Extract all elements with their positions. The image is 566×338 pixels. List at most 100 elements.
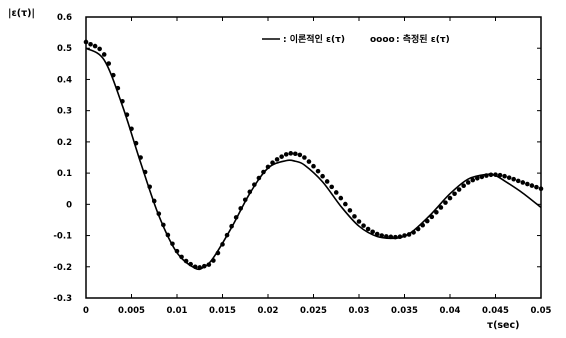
series-dot-measured	[506, 175, 512, 180]
series-dot-measured	[211, 258, 216, 263]
x-tick-label: 0.015	[209, 306, 236, 316]
y-tick-label: 0.3	[57, 107, 72, 117]
series-dot-measured	[415, 226, 421, 232]
series-dot-measured	[283, 152, 289, 157]
series-dot-measured	[352, 214, 357, 219]
series-dot-measured	[279, 154, 284, 159]
x-tick-label: 0	[83, 306, 89, 316]
series-dot-measured	[224, 232, 230, 238]
series-dot-measured	[497, 172, 503, 178]
y-tick-label: -0.1	[53, 232, 72, 242]
series-dot-measured	[242, 197, 248, 203]
series-dot-measured	[274, 157, 280, 162]
series-dot-measured	[365, 226, 371, 232]
series-dot-measured	[397, 234, 403, 239]
series-dot-measured	[179, 254, 184, 260]
x-tick-label: 0.04	[440, 306, 461, 316]
series-dot-measured	[379, 233, 385, 238]
series-dot-measured	[206, 262, 212, 267]
series-dot-measured	[142, 169, 148, 175]
x-tick-label: 0.025	[300, 306, 327, 316]
series-dot-measured	[411, 230, 416, 235]
series-dot-measured	[202, 263, 207, 269]
series-dot-measured	[270, 160, 275, 165]
series-dot-measured	[247, 189, 253, 195]
series-dot-measured	[111, 72, 116, 78]
series-dot-measured	[133, 140, 139, 146]
series-dot-measured	[197, 265, 203, 270]
series-dot-measured	[488, 172, 494, 178]
series-dot-measured	[170, 241, 175, 247]
series-dot-measured	[220, 242, 225, 247]
series-dot-measured	[192, 264, 198, 270]
series-dot-measured	[388, 234, 394, 240]
legend-line-label: : 이론적인 ε(τ)	[283, 33, 345, 45]
y-tick-label: 0.4	[57, 75, 72, 85]
legend-dots-label: : 측정된 ε(τ)	[396, 33, 450, 45]
series-dot-measured	[120, 99, 125, 104]
series-dot-measured	[324, 179, 330, 184]
y-tick-label: 0.1	[57, 169, 72, 179]
series-dot-measured	[252, 182, 257, 187]
series-dot-measured	[188, 261, 193, 267]
x-tick-label: 0.02	[258, 306, 279, 316]
series-dot-measured	[520, 180, 526, 185]
series-dot-measured	[115, 85, 121, 91]
plot-frame	[85, 16, 542, 299]
series-dot-measured	[529, 183, 535, 188]
series-dot-measured	[456, 187, 462, 192]
x-tick-label: 0.045	[482, 306, 509, 316]
series-dot-measured	[361, 223, 366, 228]
series-dot-measured	[129, 126, 134, 132]
y-tick-label: 0.6	[57, 13, 72, 23]
series-dot-measured	[233, 215, 239, 220]
series-dot-measured	[161, 222, 166, 228]
series-dot-measured	[475, 175, 480, 181]
series-dot-measured	[88, 42, 93, 47]
series-dot-measured	[156, 211, 162, 216]
series-dot-measured	[479, 174, 485, 180]
series-dot-measured	[329, 184, 335, 190]
series-dot-measured	[293, 151, 298, 157]
series-dot-measured	[493, 172, 498, 177]
y-axis-label: |ε(τ)|	[8, 8, 35, 19]
series-dot-measured	[393, 234, 398, 240]
series-dot-measured	[470, 177, 476, 183]
series-dot-measured	[97, 46, 102, 52]
y-tick-label: 0	[66, 200, 72, 210]
x-tick-label: 0.035	[391, 306, 418, 316]
series-dot-measured	[265, 164, 271, 170]
series-dot-measured	[515, 178, 521, 184]
series-dot-measured	[347, 208, 353, 213]
series-dot-measured	[525, 181, 530, 187]
y-tick-label: 0.5	[57, 44, 72, 54]
series-dot-measured	[429, 214, 435, 220]
x-tick-label: 0.03	[349, 306, 370, 316]
series-dot-measured	[297, 152, 303, 158]
series-dot-measured	[306, 159, 312, 164]
series-dot-measured	[215, 250, 221, 256]
series-dot-measured	[320, 173, 325, 179]
ticks-layer: 0 0.005 0.01 0.015 0.02 0.025 0.03 0.035 0.04 0.0…	[53, 13, 551, 316]
series-dot-measured	[447, 195, 453, 201]
series-dot-measured	[374, 231, 380, 237]
series-dot-measured	[229, 223, 234, 229]
series-line-theoretical	[85, 47, 542, 271]
x-tick-label: 0.05	[531, 306, 552, 316]
x-tick-label: 0.005	[118, 306, 145, 316]
series-dot-measured	[302, 155, 307, 160]
series-dot-measured	[538, 186, 544, 192]
series-dot-measured	[406, 232, 412, 237]
series-dot-measured	[83, 39, 89, 45]
x-tick-label: 0.01	[167, 306, 188, 316]
series-dot-measured	[333, 190, 339, 195]
series-dot-measured	[443, 200, 448, 205]
series-dot-measured	[384, 234, 389, 239]
series-dot-measured	[511, 176, 516, 182]
series-dot-measured	[92, 43, 98, 49]
series-dot-measured	[256, 175, 262, 181]
series-dot-measured	[174, 248, 180, 254]
series-dot-measured	[484, 173, 489, 178]
series-dot-measured	[424, 218, 430, 224]
